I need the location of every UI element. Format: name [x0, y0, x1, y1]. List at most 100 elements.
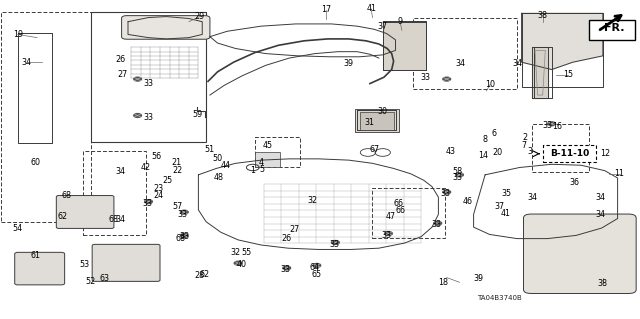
Text: 33: 33: [329, 240, 339, 249]
Text: 34: 34: [595, 210, 605, 219]
Text: 9: 9: [397, 17, 403, 26]
Bar: [413, 18, 517, 89]
Text: 64: 64: [310, 263, 320, 272]
Text: 38: 38: [598, 279, 608, 288]
Text: 39: 39: [474, 274, 484, 283]
Text: 33: 33: [177, 210, 188, 219]
Text: 22: 22: [173, 166, 183, 175]
FancyBboxPatch shape: [524, 214, 636, 293]
Bar: [589, 20, 635, 40]
Text: 56: 56: [151, 152, 161, 161]
Text: 65: 65: [311, 271, 321, 279]
Bar: [383, 22, 426, 70]
Text: 50: 50: [212, 154, 223, 163]
Text: 34: 34: [456, 59, 466, 68]
FancyBboxPatch shape: [15, 252, 65, 285]
Text: 51: 51: [205, 145, 215, 154]
Text: 29: 29: [195, 12, 205, 21]
Text: 40: 40: [237, 260, 247, 269]
Text: FR.: FR.: [604, 23, 625, 33]
Text: 23: 23: [154, 184, 164, 193]
Text: 33: 33: [440, 189, 451, 198]
Text: 28: 28: [195, 271, 205, 280]
Text: 63: 63: [100, 274, 110, 283]
Bar: [1, 12, 91, 222]
Text: TA04B3740B: TA04B3740B: [477, 295, 522, 301]
Text: 20: 20: [493, 148, 503, 157]
Bar: [543, 145, 596, 162]
Text: 54: 54: [13, 224, 23, 233]
Text: 18: 18: [438, 278, 448, 287]
Text: 60: 60: [31, 158, 41, 167]
Circle shape: [434, 221, 442, 225]
Circle shape: [180, 234, 188, 237]
Circle shape: [443, 190, 451, 194]
Text: 38: 38: [538, 11, 548, 20]
Text: 37: 37: [494, 202, 504, 211]
Text: 41: 41: [366, 4, 376, 13]
Text: 68: 68: [175, 234, 186, 243]
Text: 33: 33: [420, 73, 431, 82]
Text: 33: 33: [381, 231, 392, 240]
Bar: [360, 112, 394, 130]
Text: 4: 4: [259, 158, 264, 167]
Text: 47: 47: [385, 212, 396, 221]
FancyBboxPatch shape: [92, 244, 160, 281]
Circle shape: [456, 173, 463, 177]
FancyBboxPatch shape: [56, 196, 114, 228]
Text: 33: 33: [143, 113, 154, 122]
Text: 3: 3: [527, 147, 532, 156]
Text: 24: 24: [154, 191, 164, 200]
Text: 53: 53: [79, 260, 90, 269]
Circle shape: [332, 241, 339, 244]
Text: 19: 19: [13, 30, 23, 39]
Text: 35: 35: [502, 189, 512, 198]
Text: 58: 58: [452, 167, 463, 176]
Text: 37: 37: [378, 22, 388, 31]
Text: 31: 31: [365, 118, 375, 127]
FancyBboxPatch shape: [122, 16, 210, 39]
Text: 52: 52: [86, 277, 96, 286]
Text: 34: 34: [115, 167, 125, 176]
Text: 33: 33: [143, 79, 154, 88]
Text: 33: 33: [543, 121, 553, 130]
Circle shape: [443, 77, 451, 81]
Circle shape: [134, 114, 141, 117]
Text: 14: 14: [478, 151, 488, 160]
Text: 48: 48: [214, 173, 224, 182]
Text: 21: 21: [171, 158, 181, 167]
Bar: [91, 12, 206, 142]
Text: 12: 12: [600, 149, 610, 158]
Text: 34: 34: [527, 193, 538, 202]
Text: 16: 16: [552, 122, 562, 131]
Text: 45: 45: [262, 141, 273, 150]
Text: 67: 67: [369, 145, 380, 154]
Text: 11: 11: [614, 169, 625, 178]
Text: 2: 2: [522, 133, 527, 142]
Text: 66: 66: [393, 199, 403, 208]
Circle shape: [313, 263, 321, 267]
Text: 32: 32: [230, 248, 241, 257]
Text: 68: 68: [109, 215, 119, 224]
Text: 66: 66: [395, 206, 405, 215]
Text: 17: 17: [321, 5, 332, 14]
Circle shape: [180, 210, 188, 214]
Text: 43: 43: [445, 147, 456, 156]
Text: 68: 68: [61, 191, 72, 200]
Text: 39: 39: [344, 59, 354, 68]
Polygon shape: [532, 47, 548, 98]
Text: 30: 30: [378, 107, 388, 115]
Text: 33: 33: [452, 173, 462, 182]
Circle shape: [134, 77, 141, 81]
Text: 34: 34: [512, 59, 522, 68]
Text: 42: 42: [141, 163, 151, 172]
Text: 7: 7: [521, 141, 526, 150]
Polygon shape: [522, 13, 603, 70]
Text: 36: 36: [570, 178, 580, 187]
Text: 33: 33: [431, 220, 442, 229]
Text: 5: 5: [260, 165, 265, 174]
Text: 10: 10: [485, 80, 495, 89]
Text: 62: 62: [58, 212, 68, 221]
Bar: [532, 124, 589, 172]
Text: 57: 57: [173, 202, 183, 211]
